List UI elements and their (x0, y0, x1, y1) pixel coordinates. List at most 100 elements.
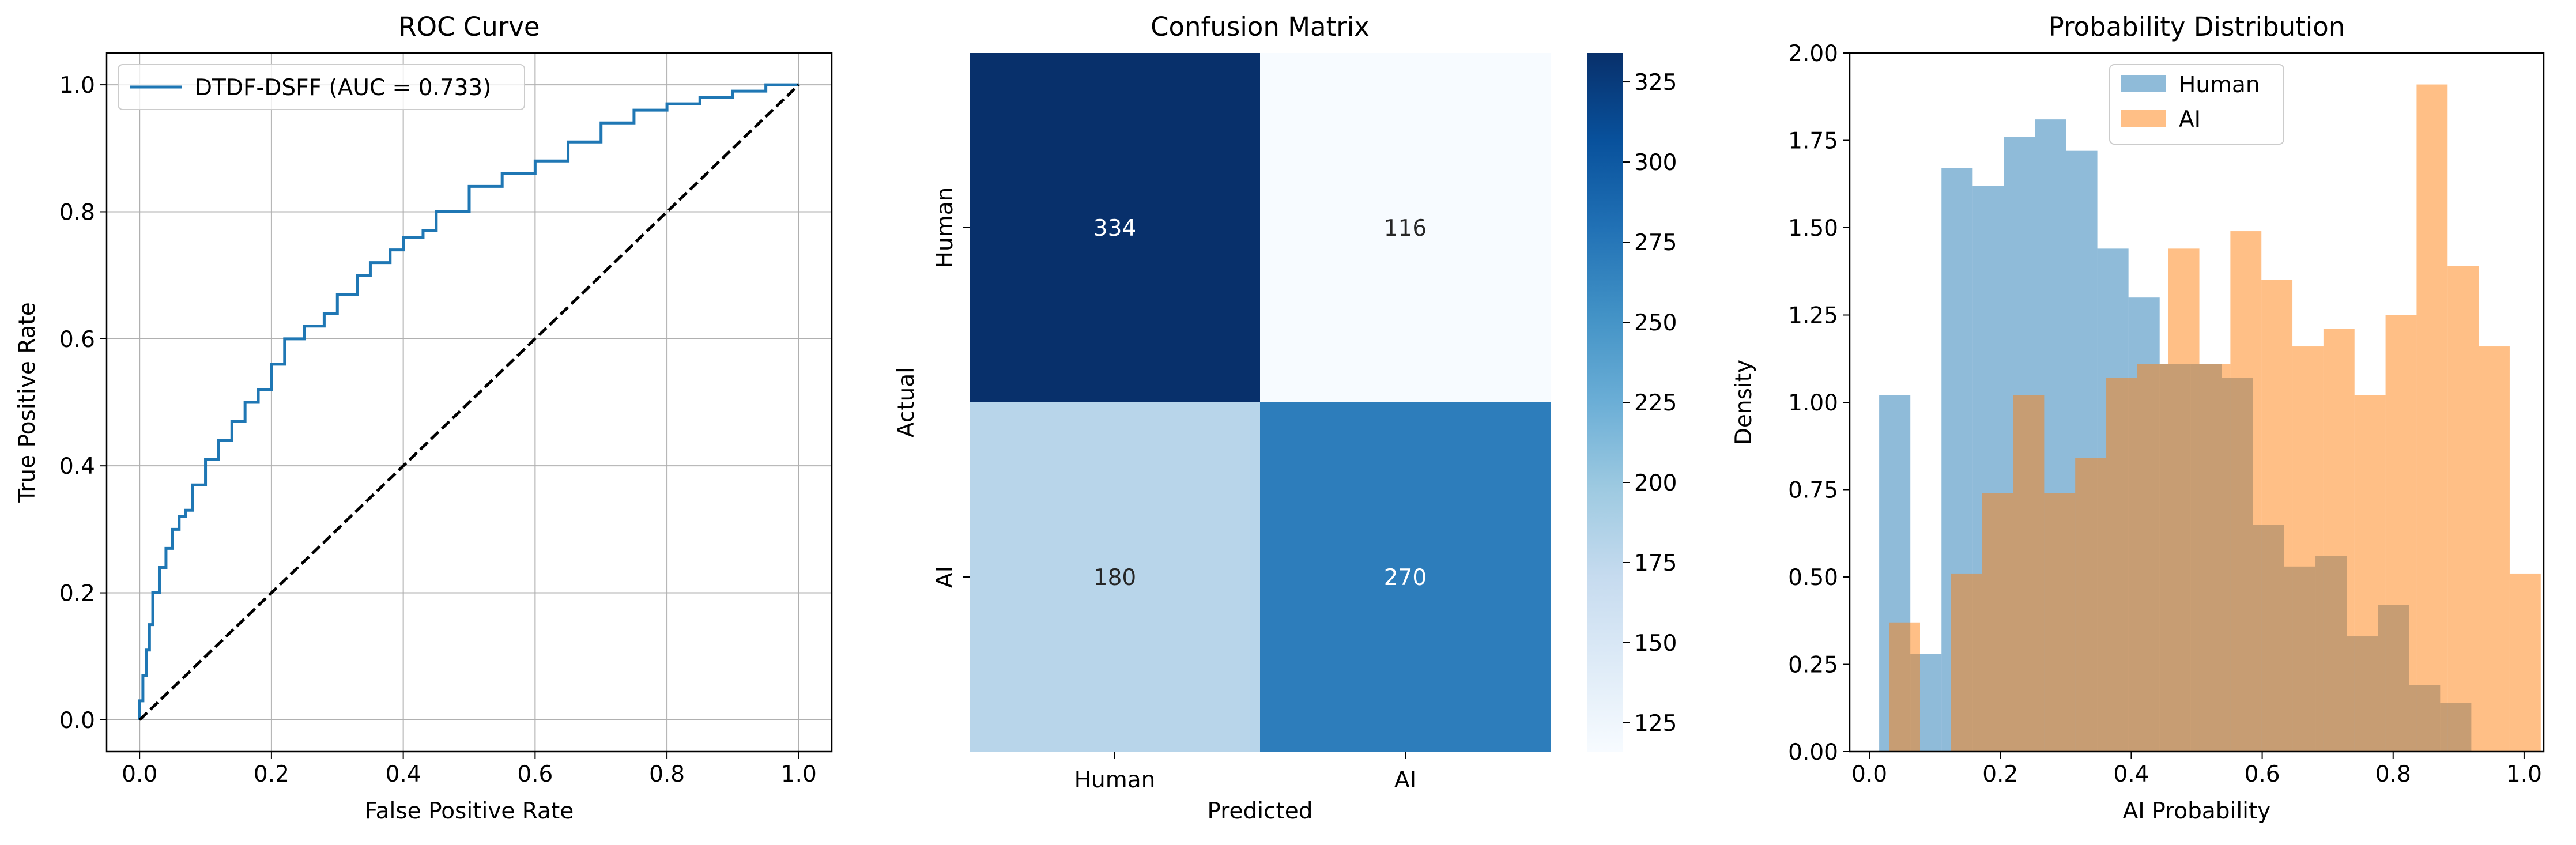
cm-colorbar: 125 150 175 200 225 250 275 300 325 (1587, 53, 1677, 752)
cm-ticks: Human AI Human AI (932, 187, 1416, 793)
roc-ytick-label: 0.4 (59, 454, 95, 480)
cm-ylabel: Actual (893, 367, 919, 437)
hist-bar-ai (2075, 458, 2107, 752)
hist-ylabel: Density (1731, 360, 1757, 445)
roc-ticks: 0.0 0.2 0.4 0.6 0.8 1.0 0.0 0.2 0.4 0.6 0.8 1.0 (59, 73, 817, 787)
hist-bar-ai (2106, 378, 2137, 752)
colorbar-tick-label: 250 (1634, 310, 1677, 336)
hist-bar-ai (2261, 280, 2293, 752)
hist-ytick-label: 1.50 (1788, 216, 1838, 242)
hist-bar-ai (2044, 493, 2076, 752)
cm-cells: 334 116 180 270 (970, 53, 1551, 752)
roc-ytick-label: 0.6 (59, 327, 95, 353)
hist-bar-ai (2013, 395, 2045, 752)
hist-bar-ai (2385, 315, 2417, 752)
colorbar-tick-label: 150 (1634, 631, 1677, 657)
hist-legend-label-ai: AI (2179, 107, 2201, 133)
hist-ytick-label: 0.75 (1788, 478, 1838, 504)
hist-legend-swatch-human (2121, 75, 2166, 92)
hist-xtick-label: 0.0 (1851, 761, 1887, 787)
cm-ytick-label: Human (932, 187, 958, 269)
roc-axes-frame (105, 52, 833, 753)
hist-ticks: 0.0 0.2 0.4 0.6 0.8 1.0 0.00 0.25 0.50 0.75 1.00 1.… (1788, 41, 2542, 787)
cm-cell-value: 270 (1384, 565, 1427, 591)
roc-legend-box (118, 64, 525, 110)
hist-bar-ai (2292, 346, 2324, 752)
roc-xtick-label: 0.2 (254, 761, 289, 787)
hist-bar-ai (2137, 364, 2168, 752)
colorbar-tick-label: 325 (1634, 70, 1677, 96)
roc-plot (138, 83, 800, 721)
hist-xtick-label: 0.2 (1982, 761, 2018, 787)
roc-curve-line (138, 83, 799, 720)
cm-ytick-label: AI (932, 566, 958, 588)
colorbar-ticks: 125 150 175 200 225 250 275 300 325 (1623, 70, 1677, 737)
roc-chance-line (138, 84, 800, 721)
hist-bar-ai (2509, 573, 2541, 752)
hist-ytick-label: 1.75 (1788, 129, 1838, 154)
hist-bar-ai (1951, 573, 1982, 752)
hist-ytick-label: 1.00 (1788, 390, 1838, 416)
hist-bar-ai (2447, 266, 2479, 752)
colorbar-tick-label: 125 (1634, 711, 1677, 737)
cm-cell-value: 180 (1093, 565, 1136, 591)
cm-xtick-label: AI (1394, 767, 1416, 793)
cm-cell (1260, 402, 1551, 752)
cm-cell (970, 402, 1261, 752)
roc-title: ROC Curve (398, 12, 540, 42)
roc-ytick-label: 0.0 (59, 708, 95, 734)
colorbar-tick-label: 200 (1634, 470, 1677, 496)
hist-ytick-label: 1.25 (1788, 303, 1838, 329)
roc-legend: DTDF-DSFF (AUC = 0.733) (118, 64, 525, 110)
hist-xtick-label: 0.8 (2375, 761, 2411, 787)
roc-panel: ROC Curve 0.0 0.2 0.4 0.6 0.8 1.0 0.0 0.2 0.4 0.6… (14, 12, 833, 824)
roc-legend-label: DTDF-DSFF (AUC = 0.733) (195, 75, 491, 101)
roc-xtick-label: 0.4 (386, 761, 421, 787)
hist-ytick-label: 0.00 (1788, 740, 1838, 765)
roc-xtick-label: 1.0 (781, 761, 817, 787)
roc-ytick-label: 0.2 (59, 581, 95, 607)
hist-legend-label-human: Human (2179, 72, 2260, 98)
roc-xtick-label: 0.6 (517, 761, 553, 787)
histogram-panel: Probability Distribution 0.0 0.2 0.4 0.6 0.8… (1731, 12, 2545, 824)
hist-xtick-label: 0.4 (2113, 761, 2149, 787)
hist-xtick-label: 1.0 (2506, 761, 2542, 787)
cm-cell (970, 53, 1261, 403)
roc-xlabel: False Positive Rate (365, 798, 574, 824)
cm-cell (1260, 53, 1551, 403)
roc-xtick-label: 0.8 (649, 761, 685, 787)
hist-bar-ai (2416, 84, 2448, 752)
hist-bar-ai (2323, 329, 2355, 752)
cm-xlabel: Predicted (1207, 798, 1312, 824)
hist-bar-ai (2230, 231, 2262, 752)
colorbar-tick-label: 175 (1634, 550, 1677, 576)
colorbar-tick-label: 225 (1634, 390, 1677, 416)
colorbar-tick-label: 300 (1634, 150, 1677, 176)
hist-legend: Human AI (2109, 64, 2284, 145)
hist-ytick-label: 0.50 (1788, 565, 1838, 591)
roc-ytick-label: 1.0 (59, 73, 95, 99)
hist-title: Probability Distribution (2049, 12, 2345, 42)
roc-ytick-label: 0.8 (59, 199, 95, 225)
roc-xtick-label: 0.0 (122, 761, 157, 787)
hist-bar-ai (2354, 395, 2386, 752)
colorbar-gradient (1587, 53, 1623, 752)
colorbar-tick-label: 275 (1634, 230, 1677, 256)
hist-legend-swatch-ai (2121, 110, 2166, 127)
cm-cell-value: 334 (1093, 216, 1136, 242)
hist-xlabel: AI Probability (2123, 798, 2271, 824)
hist-bar-ai (1889, 622, 1920, 752)
hist-bar-ai (2168, 248, 2200, 752)
cm-xtick-label: Human (1074, 767, 1156, 793)
hist-ytick-label: 2.00 (1788, 41, 1838, 67)
hist-bar-ai (2479, 346, 2510, 752)
cm-cell-value: 116 (1384, 216, 1427, 242)
hist-ytick-label: 0.25 (1788, 652, 1838, 678)
roc-ylabel: True Positive Rate (14, 302, 40, 503)
cm-title: Confusion Matrix (1151, 12, 1370, 42)
hist-bar-ai (1982, 493, 2013, 752)
hist-xtick-label: 0.6 (2245, 761, 2280, 787)
hist-plot (1879, 84, 2541, 752)
